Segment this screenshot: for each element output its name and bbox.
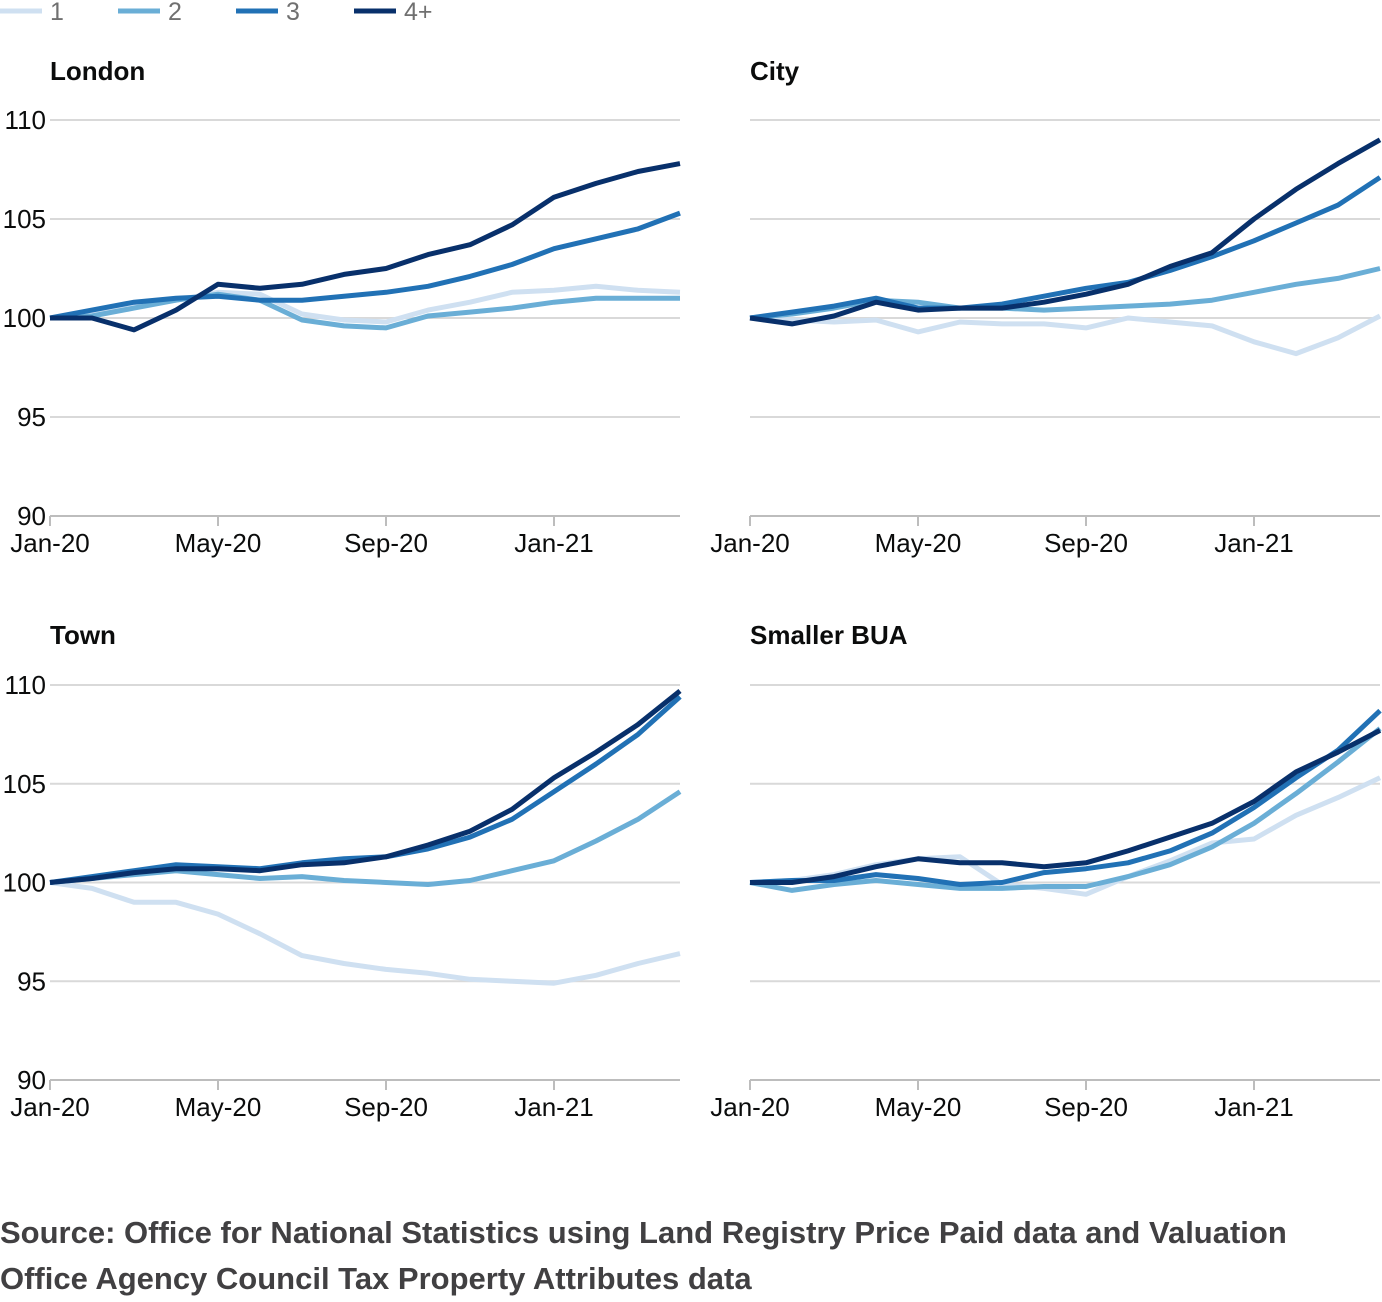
- panel-london: London 90 95 100 105 110 Jan-20 May-20 Sep-20 Jan…: [3, 56, 681, 558]
- legend-item: 4+: [354, 0, 433, 26]
- panel-title: Smaller BUA: [750, 620, 908, 650]
- y-tick-label: 105: [3, 769, 46, 799]
- legend-item: 1: [0, 0, 64, 26]
- source-note: Source: Office for National Statistics u…: [0, 1215, 1287, 1296]
- legend-label: 3: [286, 0, 300, 26]
- series-line-4plus: [749, 137, 1382, 327]
- y-tick-label: 100: [3, 303, 46, 333]
- panel-town: Town 90 95 100 105 110 Jan-20 May-20 Sep-20 Jan-2…: [3, 620, 682, 1122]
- x-tick-label: May-20: [875, 528, 962, 558]
- legend-label: 2: [168, 0, 182, 26]
- series-line-3: [749, 708, 1382, 887]
- series-line-4plus: [50, 161, 681, 333]
- x-tick-label: May-20: [175, 528, 262, 558]
- y-tick-label: 105: [3, 204, 46, 234]
- panel-city: City Jan-20 May-20 Sep-20 Jan-21: [710, 56, 1382, 558]
- y-tick-label: 90: [17, 501, 46, 531]
- x-tick-label: Jan-20: [10, 528, 90, 558]
- series-line-4plus: [750, 728, 1382, 885]
- series-line-3: [49, 694, 682, 885]
- series-line-4plus: [49, 688, 682, 885]
- small-multiples-chart: 1 2 3 4+ London 90 95 100 105 110 Jan-20 May-20 Sep-…: [0, 0, 1382, 1122]
- legend-label: 1: [50, 0, 64, 26]
- series-line-2: [49, 291, 680, 331]
- x-tick-label: Sep-20: [344, 528, 428, 558]
- panel-title: City: [750, 56, 800, 86]
- x-tick-label: Sep-20: [1044, 1092, 1128, 1122]
- y-tick-label: 90: [17, 1065, 46, 1095]
- x-tick-label: Jan-21: [1214, 1092, 1294, 1122]
- legend-item: 2: [118, 0, 182, 26]
- x-tick-label: Jan-21: [514, 1092, 594, 1122]
- x-tick-label: May-20: [175, 1092, 262, 1122]
- legend-item: 3: [236, 0, 300, 26]
- x-tick-label: Sep-20: [344, 1092, 428, 1122]
- x-tick-label: May-20: [875, 1092, 962, 1122]
- series-line-2: [749, 726, 1382, 893]
- y-tick-label: 95: [17, 402, 46, 432]
- x-tick-label: Jan-21: [514, 528, 594, 558]
- x-tick-label: Jan-20: [710, 528, 790, 558]
- panel-title: Town: [50, 620, 116, 650]
- legend-label: 4+: [404, 0, 433, 26]
- series-line-1: [49, 880, 681, 986]
- y-tick-label: 100: [3, 868, 46, 898]
- x-tick-label: Jan-20: [710, 1092, 790, 1122]
- y-tick-label: 110: [5, 670, 46, 700]
- y-tick-label: 110: [5, 105, 46, 135]
- x-tick-label: Jan-20: [10, 1092, 90, 1122]
- series-line-3: [749, 175, 1382, 321]
- y-tick-label: 95: [17, 966, 46, 996]
- x-tick-label: Jan-21: [1214, 528, 1294, 558]
- panel-title: London: [50, 56, 145, 86]
- x-tick-label: Sep-20: [1044, 528, 1128, 558]
- series-line-1: [749, 313, 1382, 357]
- panel-smaller-bua: Smaller BUA Jan-20 May-20 Sep-20 Jan-21: [710, 620, 1382, 1122]
- series-line-3: [49, 210, 681, 321]
